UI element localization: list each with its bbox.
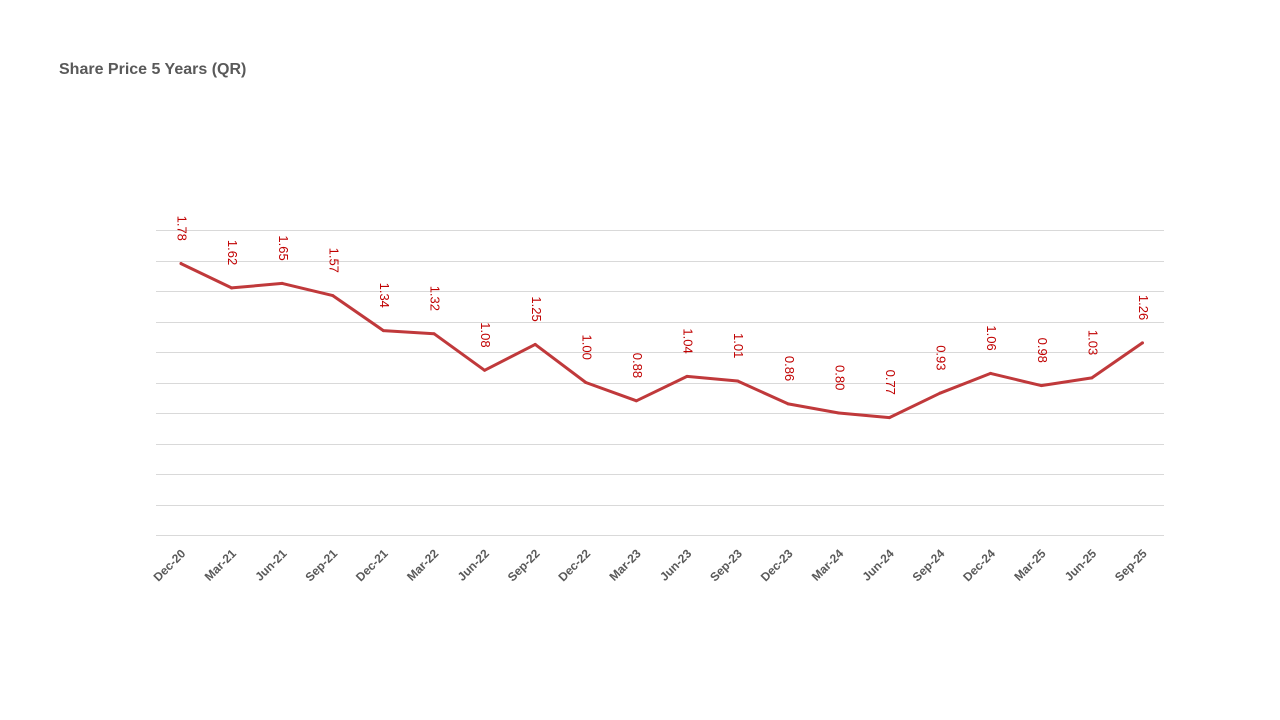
- data-label: 0.80: [832, 365, 847, 390]
- x-tick-label: Mar-24: [809, 546, 846, 583]
- x-axis-tick-labels: Dec-20 Mar-21 Jun-21 Sep-21 Dec-21 Mar-22 Jun-…: [151, 546, 1150, 584]
- x-tick-label: Dec-21: [353, 546, 391, 584]
- data-point: [887, 416, 891, 420]
- data-label: 1.06: [984, 325, 999, 350]
- data-label: 1.62: [225, 240, 240, 265]
- chart-title: Share Price 5 Years (QR): [59, 61, 247, 78]
- data-point: [584, 381, 588, 384]
- data-point: [432, 332, 436, 336]
- data-label: 1.25: [529, 296, 544, 321]
- gridlines: [156, 230, 1164, 536]
- x-tick-label: Mar-25: [1011, 546, 1048, 583]
- x-tick-label: Sep-21: [302, 546, 340, 584]
- x-tick-label: Jun-24: [860, 546, 897, 583]
- data-point: [685, 374, 689, 378]
- x-tick-label: Sep-22: [505, 546, 543, 584]
- x-tick-label: Jun-21: [252, 546, 289, 583]
- x-tick-label: Sep-24: [910, 546, 948, 584]
- data-point: [1140, 341, 1144, 345]
- data-label: 1.08: [478, 322, 493, 347]
- data-point: [331, 294, 335, 298]
- data-label: 0.93: [934, 345, 949, 370]
- x-tick-label: Mar-21: [202, 546, 239, 583]
- data-point: [381, 329, 385, 333]
- data-label: 1.57: [326, 248, 341, 273]
- data-label: 1.00: [579, 335, 594, 360]
- data-label: 1.04: [681, 328, 696, 353]
- data-point: [533, 342, 537, 346]
- data-point: [230, 286, 234, 290]
- data-label: 1.26: [1136, 295, 1151, 320]
- x-tick-label: Sep-25: [1112, 546, 1150, 584]
- data-label: 0.77: [883, 370, 898, 395]
- x-tick-label: Jun-23: [657, 546, 694, 583]
- data-point: [179, 262, 183, 266]
- x-tick-label: Dec-23: [758, 546, 796, 584]
- data-point: [1090, 376, 1094, 380]
- x-tick-label: Sep-23: [707, 546, 745, 584]
- x-tick-label: Dec-20: [151, 546, 189, 584]
- data-label: 1.34: [377, 283, 392, 308]
- data-label: 0.86: [782, 356, 797, 381]
- data-point: [736, 379, 740, 383]
- x-tick-label: Dec-24: [960, 546, 998, 584]
- data-point: [483, 368, 487, 372]
- data-label: 1.03: [1085, 330, 1100, 355]
- data-point: [837, 411, 841, 415]
- x-tick-label: Jun-22: [455, 546, 492, 583]
- data-label: 1.78: [175, 216, 190, 241]
- series-line-layer: [179, 262, 1144, 420]
- data-label: 1.32: [428, 286, 443, 311]
- data-point: [938, 391, 942, 395]
- x-tick-label: Jun-25: [1062, 546, 1099, 583]
- x-tick-label: Dec-22: [555, 546, 593, 584]
- data-point: [280, 281, 284, 285]
- data-point: [634, 399, 638, 403]
- data-label: 1.01: [731, 333, 746, 358]
- data-label: 1.65: [276, 235, 291, 260]
- data-label: 0.88: [630, 353, 645, 378]
- data-point: [1039, 384, 1043, 388]
- data-labels: 1.78 1.62 1.65 1.57 1.34 1.32 1.08 1.25 1.00 0.88…: [175, 216, 1151, 395]
- data-label: 0.98: [1035, 338, 1050, 363]
- series-line: [179, 262, 1144, 420]
- x-tick-label: Mar-22: [404, 546, 441, 583]
- data-point: [989, 371, 993, 375]
- data-point: [786, 402, 790, 406]
- x-tick-label: Mar-23: [607, 546, 644, 583]
